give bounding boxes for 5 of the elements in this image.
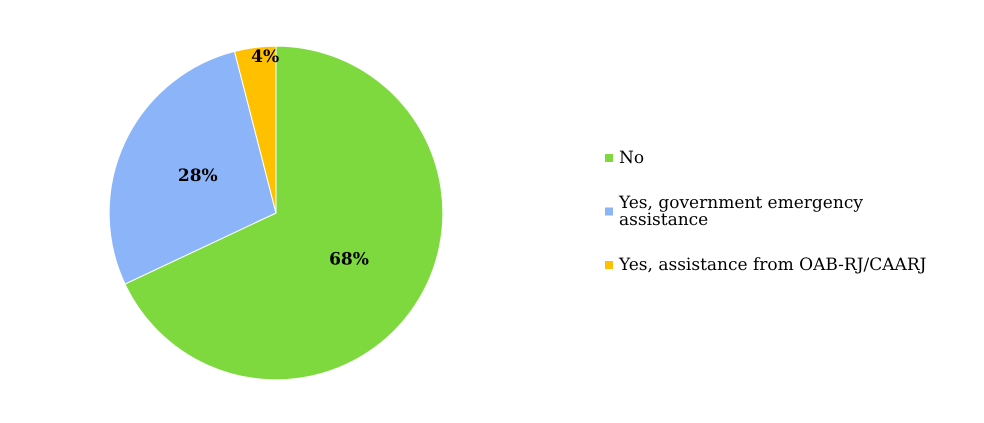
data-label: 28%	[178, 166, 218, 186]
legend-label: Yes, government emergency assistance	[618, 193, 868, 230]
legend-label: No	[619, 148, 644, 168]
data-label: 68%	[329, 249, 369, 270]
legend-label: Yes, assistance from OAB-RJ/CAARJ	[618, 255, 927, 275]
